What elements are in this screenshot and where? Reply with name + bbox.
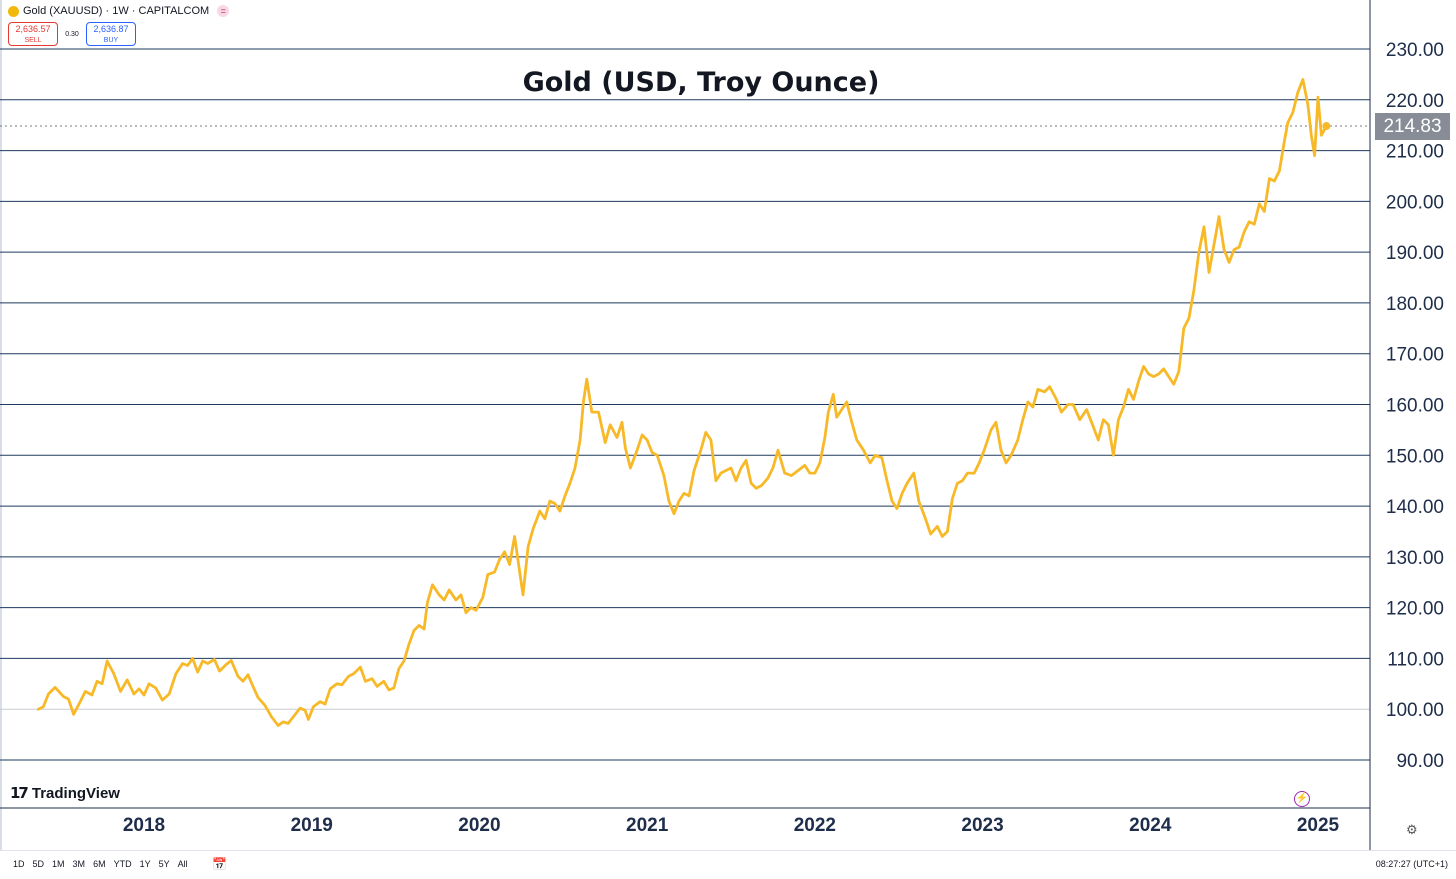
gold-price-line [36, 78, 1328, 727]
quote-boxes: 2,636.57 SELL 0.30 2,636.87 BUY [8, 22, 229, 46]
tradingview-logo-icon: 17 [10, 784, 29, 802]
symbol-title-bar[interactable]: Gold (XAUUSD) · 1W · CAPITALCOM = [8, 3, 230, 19]
spread-value: 0.30 [65, 30, 79, 38]
price-chart[interactable]: Gold (USD, Troy Ounce) 230.00 220.00 210.0… [0, 0, 1456, 850]
bottom-toolbar: 1D 5D 1M 3M 6M YTD 1Y 5Y All 📅 08:27:27 (UTC+1) [0, 850, 1456, 879]
y-tick-label: 190.00 [1386, 243, 1444, 264]
symbol-text: Gold (XAUUSD) · 1W · CAPITALCOM [23, 5, 210, 17]
range-button-3m[interactable]: 3M [72, 859, 86, 869]
clock[interactable]: 08:27:27 (UTC+1) [1375, 859, 1448, 869]
range-button-1d[interactable]: 1D [13, 859, 25, 869]
range-button-5y[interactable]: 5Y [158, 859, 170, 869]
x-tick-label: 2023 [961, 815, 1004, 836]
x-tick-label: 2025 [1296, 815, 1340, 836]
lightning-icon[interactable]: ⚡ [1294, 791, 1310, 807]
sell-button[interactable]: 2,636.57 SELL [8, 22, 58, 46]
y-tick-label: 120.00 [1386, 599, 1444, 620]
y-tick-label: 90.00 [1396, 751, 1444, 772]
buy-button[interactable]: 2,636.87 BUY [86, 22, 136, 46]
sell-price: 2,636.57 [15, 24, 51, 34]
x-tick-label: 2019 [290, 815, 333, 836]
equals-icon[interactable]: = [217, 5, 230, 17]
y-tick-label: 180.00 [1386, 294, 1444, 315]
symbol-header: Gold (XAUUSD) · 1W · CAPITALCOM = 2,636.… [8, 3, 230, 46]
chart-title: Gold (USD, Troy Ounce) [523, 67, 880, 98]
y-tick-label: 150.00 [1386, 446, 1444, 467]
y-tick-label: 140.00 [1386, 497, 1444, 518]
range-buttons: 1D 5D 1M 3M 6M YTD 1Y 5Y All [10, 859, 193, 869]
x-tick-label: 2022 [793, 815, 836, 836]
last-price-label: 214.83 [1375, 113, 1450, 140]
y-tick-label: 100.00 [1386, 700, 1444, 721]
sell-label: SELL [24, 37, 42, 44]
range-button-5d[interactable]: 5D [32, 859, 45, 869]
y-tick-label: 220.00 [1386, 91, 1444, 112]
x-tick-label: 2020 [458, 815, 501, 836]
x-tick-label: 2024 [1129, 815, 1172, 836]
y-tick-label: 200.00 [1386, 192, 1444, 213]
tradingview-logo[interactable]: 17 TradingView [10, 784, 120, 802]
range-button-1m[interactable]: 1M [52, 859, 65, 869]
y-tick-label: 230.00 [1386, 40, 1444, 61]
last-price-marker [1322, 122, 1331, 131]
calendar-icon[interactable]: 📅 [212, 857, 227, 871]
grid-lines [0, 48, 1370, 761]
y-tick-label: 170.00 [1386, 345, 1444, 366]
chart-left-border [0, 0, 2, 850]
y-tick-label: 130.00 [1386, 548, 1444, 569]
y-tick-label: 110.00 [1387, 649, 1444, 670]
buy-label: BUY [103, 37, 119, 44]
gold-coin-icon [8, 5, 19, 17]
range-button-6m[interactable]: 6M [93, 859, 106, 869]
price-axis-labels: 230.00 220.00 210.00 200.00 190.00 180.00 170.… [1386, 40, 1444, 772]
tradingview-logo-text: TradingView [31, 784, 120, 802]
x-tick-label: 2018 [122, 815, 166, 836]
range-button-1y[interactable]: 1Y [139, 859, 151, 869]
range-button-ytd[interactable]: YTD [113, 859, 132, 869]
range-button-all[interactable]: All [177, 859, 188, 869]
y-tick-label: 210.00 [1386, 142, 1444, 163]
x-tick-label: 2021 [626, 815, 669, 836]
gear-icon[interactable]: ⚙ [1406, 822, 1418, 837]
y-tick-label: 160.00 [1386, 396, 1444, 417]
buy-price: 2,636.87 [93, 24, 129, 34]
